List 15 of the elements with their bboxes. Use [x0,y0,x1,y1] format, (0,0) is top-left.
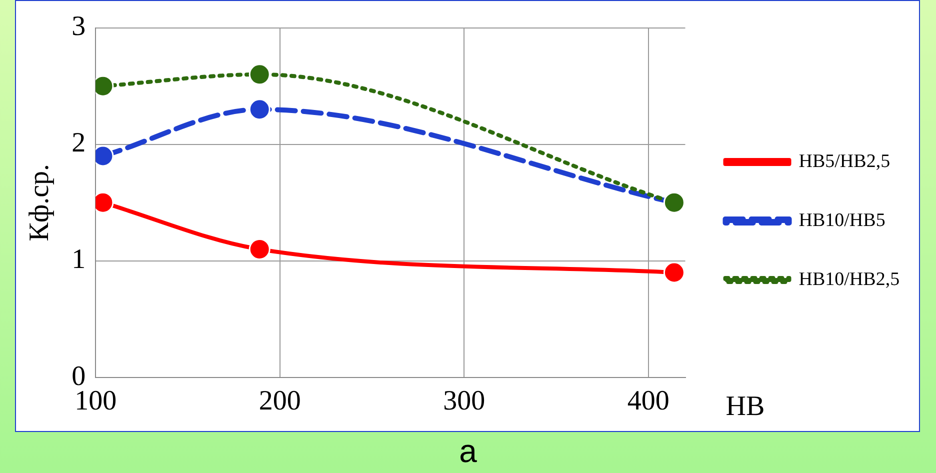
y-tick-label: 1 [72,244,86,276]
y-tick-label: 3 [72,11,86,42]
legend-label: HB5/HB2,5 [798,150,890,172]
point [248,238,270,260]
point [248,64,270,86]
point [663,262,685,284]
x-tick-label: 300 [443,386,486,417]
y-tick-label: 2 [72,128,86,159]
y-axis-title: Кф.ср. [24,164,56,242]
x-tick-label: 400 [627,386,670,417]
x-axis-title: HB [726,390,765,422]
text: а [458,433,478,470]
x-tick-label: 200 [258,386,301,417]
legend-label: HB10/HB5 [798,210,886,231]
legend-label: HB10/HB2,5 [798,268,900,290]
